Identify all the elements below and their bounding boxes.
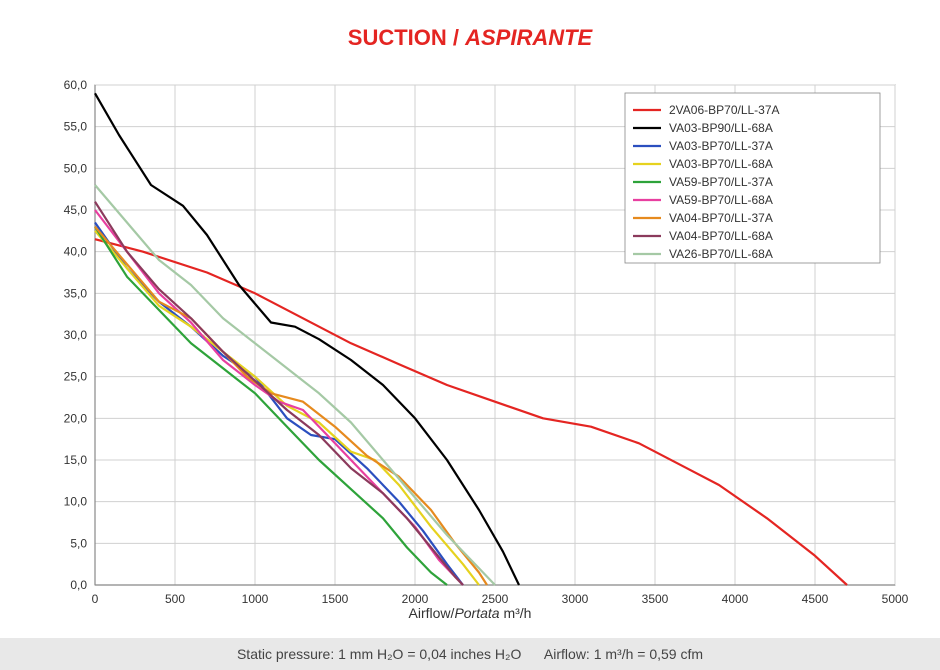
legend-item: VA03-BP70/LL-37A <box>669 139 773 153</box>
title-sep: / <box>447 25 465 50</box>
legend-item: VA04-BP70/LL-37A <box>669 211 773 225</box>
svg-text:1500: 1500 <box>322 592 349 606</box>
svg-text:20,0: 20,0 <box>64 411 88 425</box>
svg-text:5,0: 5,0 <box>70 536 87 550</box>
svg-text:1000: 1000 <box>242 592 269 606</box>
svg-text:4500: 4500 <box>802 592 829 606</box>
svg-text:10,0: 10,0 <box>64 495 88 509</box>
svg-text:25,0: 25,0 <box>64 370 88 384</box>
svg-text:4000: 4000 <box>722 592 749 606</box>
svg-text:3500: 3500 <box>642 592 669 606</box>
svg-text:2000: 2000 <box>402 592 429 606</box>
legend-item: 2VA06-BP70/LL-37A <box>669 103 780 117</box>
x-axis-label: Airflow/Portata m³/h <box>0 605 940 621</box>
legend-item: VA59-BP70/LL-68A <box>669 193 773 207</box>
svg-text:35,0: 35,0 <box>64 286 88 300</box>
svg-text:60,0: 60,0 <box>64 78 88 92</box>
svg-text:40,0: 40,0 <box>64 245 88 259</box>
footer-airflow: Airflow: 1 m³/h = 0,59 cfm <box>544 646 703 662</box>
footer-pressure: Static pressure: 1 mm H₂O = 0,04 inches … <box>237 646 521 662</box>
legend-item: VA59-BP70/LL-37A <box>669 175 773 189</box>
svg-text:500: 500 <box>165 592 185 606</box>
svg-text:2500: 2500 <box>482 592 509 606</box>
legend-item: VA03-BP90/LL-68A <box>669 121 773 135</box>
svg-text:45,0: 45,0 <box>64 203 88 217</box>
title-it: ASPIRANTE <box>465 25 592 50</box>
legend-item: VA26-BP70/LL-68A <box>669 247 773 261</box>
svg-text:30,0: 30,0 <box>64 328 88 342</box>
legend-item: VA03-BP70/LL-68A <box>669 157 773 171</box>
svg-text:50,0: 50,0 <box>64 161 88 175</box>
chart-svg: 0500100015002000250030003500400045005000… <box>95 85 895 585</box>
performance-chart: 0500100015002000250030003500400045005000… <box>95 85 895 585</box>
legend-item: VA04-BP70/LL-68A <box>669 229 773 243</box>
chart-title: SUCTION / ASPIRANTE <box>0 0 940 61</box>
svg-text:3000: 3000 <box>562 592 589 606</box>
title-en: SUCTION <box>348 25 447 50</box>
svg-text:0: 0 <box>92 592 99 606</box>
svg-text:15,0: 15,0 <box>64 453 88 467</box>
svg-text:0,0: 0,0 <box>70 578 87 592</box>
svg-text:5000: 5000 <box>882 592 909 606</box>
conversion-footer: Static pressure: 1 mm H₂O = 0,04 inches … <box>0 638 940 670</box>
svg-text:55,0: 55,0 <box>64 120 88 134</box>
